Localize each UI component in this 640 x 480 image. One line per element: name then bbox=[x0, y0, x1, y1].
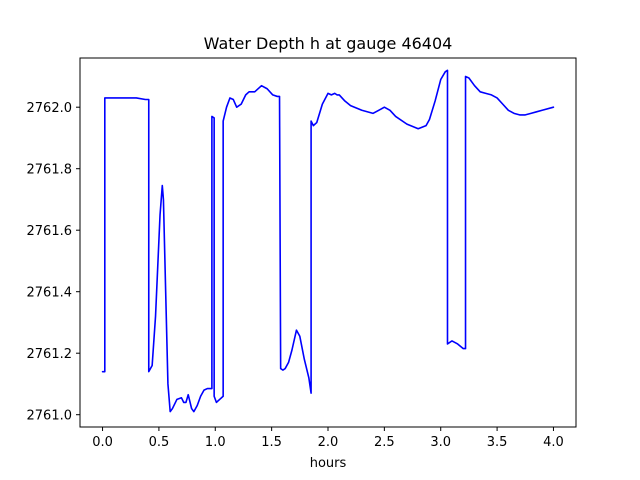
x-axis-ticks: 0.0 0.5 1.0 1.5 2.0 2.5 3.0 3.5 4.0 bbox=[92, 427, 564, 450]
y-tick-label: 2761.2 bbox=[27, 347, 73, 362]
x-tick-label: 1.5 bbox=[261, 435, 282, 450]
x-tick-label: 0.5 bbox=[149, 435, 170, 450]
x-axis-label: hours bbox=[310, 456, 347, 471]
x-tick-label: 2.0 bbox=[318, 435, 339, 450]
y-tick-label: 2761.8 bbox=[27, 163, 73, 178]
series-line-0 bbox=[101, 69, 555, 413]
y-tick-label: 2761.4 bbox=[27, 286, 73, 301]
y-axis-ticks: 2761.0 2761.2 2761.4 2761.6 2761.8 2762.0 bbox=[27, 101, 80, 424]
y-tick-label: 2762.0 bbox=[27, 101, 73, 116]
plot-frame bbox=[79, 57, 577, 428]
x-tick-label: 0.0 bbox=[92, 435, 113, 450]
x-tick-label: 3.0 bbox=[430, 435, 451, 450]
y-tick-label: 2761.0 bbox=[27, 409, 73, 424]
x-tick-label: 3.5 bbox=[487, 435, 508, 450]
x-tick-label: 2.5 bbox=[374, 435, 395, 450]
x-tick-label: 1.0 bbox=[205, 435, 226, 450]
y-tick-label: 2761.6 bbox=[27, 224, 73, 239]
series-layer bbox=[101, 69, 555, 413]
x-tick-label: 4.0 bbox=[543, 435, 564, 450]
chart-title: Water Depth h at gauge 46404 bbox=[204, 34, 453, 53]
